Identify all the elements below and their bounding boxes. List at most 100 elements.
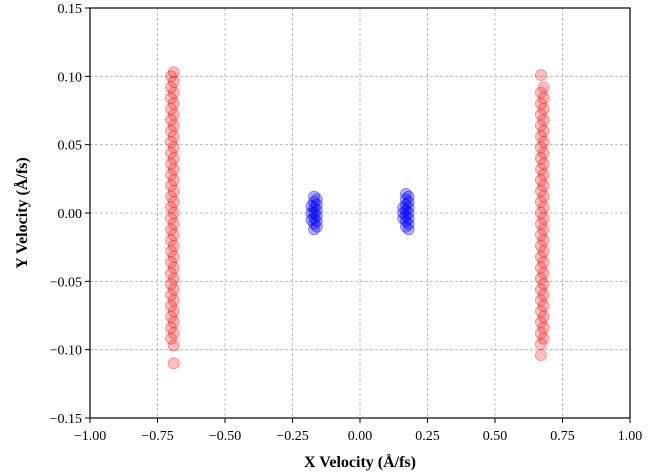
data-point [535,141,547,154]
data-point [537,168,550,181]
data-point [165,212,177,225]
data-point [167,261,180,274]
data-point [537,278,550,290]
data-point [537,234,550,247]
data-point [537,146,550,159]
y-axis-ticks: −0.15 −0.10 −0.05 0.00 0.05 0.10 0.15 [50,2,90,427]
data-point [165,321,177,334]
data-point [537,179,550,192]
data-point [535,174,547,187]
data-point [537,332,550,345]
y-tick-label: −0.05 [50,275,82,290]
data-point [535,305,547,318]
data-point [165,136,177,148]
data-point [167,305,180,318]
data-point [165,157,177,170]
y-tick-label: −0.10 [50,344,82,359]
data-point [537,300,550,312]
data-point [535,152,547,165]
data-point [305,207,318,219]
data-point [535,207,547,219]
data-point [310,193,323,206]
data-point [167,152,180,165]
data-point [165,300,177,312]
data-point [167,174,180,187]
data-point [535,261,547,274]
x-axis-ticks: −1.00 −0.75 −0.50 −0.25 0.00 0.25 0.50 0.75 1.00 [74,418,642,444]
data-point [397,212,410,225]
data-point [167,130,180,143]
data-point [535,294,547,307]
data-point [537,81,550,94]
data-point [535,130,547,143]
data-point [537,190,550,203]
data-point [535,185,547,198]
y-tick-label: 0.10 [58,70,83,85]
data-point [399,209,412,222]
data-point [167,66,180,79]
data-point [165,256,177,269]
data-point [535,163,547,176]
x-tick-label: 0.50 [483,429,508,444]
data-point [310,204,323,217]
data-point [397,201,410,214]
data-point [535,239,547,252]
data-point [537,289,550,301]
data-point [537,256,550,269]
data-point [397,207,410,219]
data-point [399,187,412,200]
data-point [402,207,415,219]
data-point [165,125,177,137]
data-point [402,201,415,214]
data-point [535,108,547,121]
data-point [402,212,415,225]
data-point [308,223,321,236]
data-point [167,207,180,219]
x-tick-label: 1.00 [618,429,643,444]
x-tick-label: −1.00 [74,429,106,444]
data-point [167,108,180,121]
data-point [537,321,550,334]
data-point [535,349,547,362]
data-point [167,357,180,370]
data-point [537,125,550,137]
data-point [537,245,550,258]
data-point [167,196,180,208]
data-point [537,136,550,148]
data-point [167,185,180,198]
data-point [165,289,177,301]
data-point [165,168,177,181]
data-point [402,218,415,230]
data-point [402,190,415,203]
x-tick-label: −0.50 [209,429,241,444]
data-point [535,316,547,329]
data-point [308,218,321,230]
data-point [165,223,177,236]
data-point [310,198,323,211]
data-points [165,66,550,370]
data-point [535,196,547,208]
data-point [165,310,177,323]
data-point [167,119,180,132]
data-point [308,201,321,214]
data-point [167,250,180,263]
data-point [167,86,180,99]
data-point [165,267,177,280]
data-point [535,283,547,296]
data-point [537,223,550,236]
x-axis-label: X Velocity (Å/fs) [304,453,416,471]
data-point [165,92,177,105]
data-point [310,209,323,222]
data-point [308,190,321,203]
data-point [535,327,547,340]
data-point [167,239,180,252]
data-point [167,339,180,352]
data-point [165,70,177,83]
data-point [537,157,550,170]
y-tick-label: 0.15 [58,2,83,17]
grid-lines [90,8,630,418]
data-point [167,316,180,329]
data-point [399,198,412,211]
data-point [165,179,177,192]
